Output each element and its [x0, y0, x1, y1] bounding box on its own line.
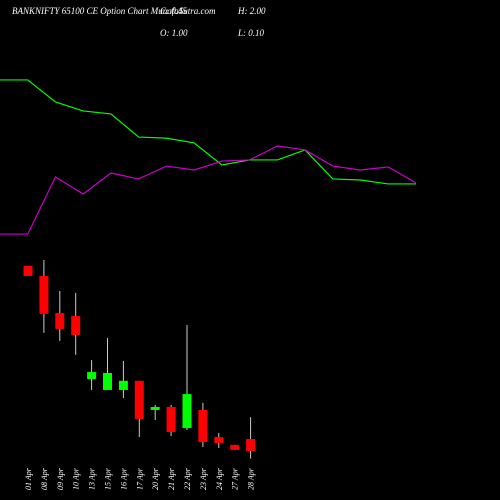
- x-tick-label: 27 Apr: [231, 467, 240, 490]
- x-tick-label: 16 Apr: [119, 467, 128, 490]
- x-tick-label: 21 Apr: [167, 467, 176, 490]
- candle-body: [71, 316, 81, 336]
- x-tick-label: 17 Apr: [135, 467, 144, 490]
- candle-body: [23, 265, 33, 276]
- candle-body: [182, 394, 192, 429]
- candle-body: [214, 437, 224, 443]
- candle-body: [150, 406, 160, 411]
- stat: H: 2.00: [237, 6, 266, 16]
- indicator-line: [0, 79, 416, 185]
- x-tick-label: 23 Apr: [199, 467, 208, 490]
- candle-body: [166, 406, 176, 433]
- candle-body: [118, 380, 128, 390]
- x-tick-label: 10 Apr: [72, 467, 81, 490]
- x-tick-label: 01 Apr: [24, 467, 33, 490]
- candle-body: [87, 372, 97, 380]
- candle-body: [55, 312, 65, 329]
- x-tick-label: 09 Apr: [56, 467, 65, 490]
- candle-body: [134, 380, 144, 419]
- x-tick-label: 15 Apr: [104, 467, 113, 490]
- candle-body: [198, 410, 208, 443]
- stat: O: 1.00: [160, 28, 188, 38]
- candle-body: [39, 275, 49, 314]
- candle-body: [246, 439, 256, 451]
- indicator-line: [0, 145, 417, 235]
- x-tick-label: 28 Apr: [247, 467, 256, 490]
- x-tick-label: 22 Apr: [183, 467, 192, 490]
- x-tick-label: 24 Apr: [215, 467, 224, 490]
- stat: L: 0.10: [237, 28, 265, 38]
- x-tick-label: 08 Apr: [40, 467, 49, 490]
- x-tick-label: 13 Apr: [88, 467, 97, 490]
- stat: C: 0.45: [160, 6, 188, 16]
- chart-title: BANKNIFTY 65100 CE Option Chart MunafaSu…: [12, 6, 216, 16]
- candle-body: [230, 444, 240, 450]
- x-tick-label: 20 Apr: [151, 467, 160, 490]
- candle-body: [103, 372, 112, 390]
